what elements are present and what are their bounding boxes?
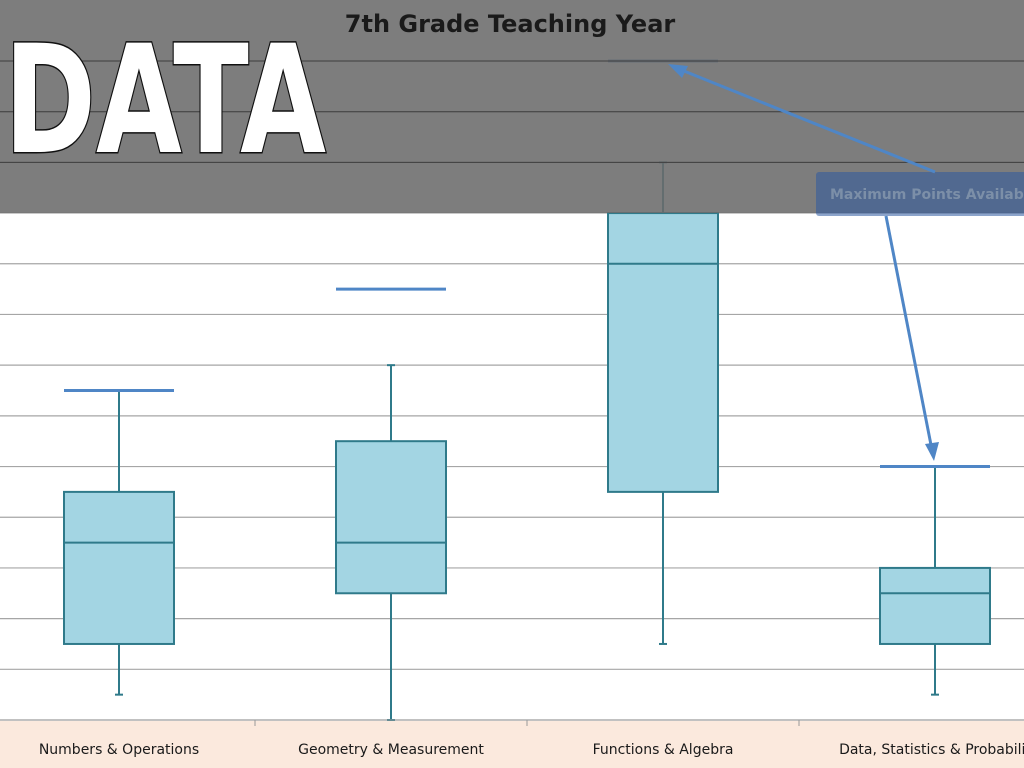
box-plot-1 <box>63 389 175 696</box>
box-plot-2 <box>335 287 447 721</box>
chart-title: 7th Grade Teaching Year <box>345 10 676 38</box>
category-label: Geometry & Measurement <box>298 742 484 758</box>
callout-arrow-to-data-stats <box>884 215 934 451</box>
category-label: Functions & Algebra <box>593 742 734 758</box>
callout-annotation: Maximum Points Available <box>668 64 1024 461</box>
box <box>879 566 991 645</box>
box-plot-4 <box>879 465 991 696</box>
overlay-grid-lines <box>0 60 1024 163</box>
box <box>335 440 447 595</box>
callout-box <box>816 172 1024 216</box>
box-plot-marks <box>63 59 991 721</box>
slide-big-title: DATA <box>4 14 326 188</box>
x-axis-band <box>0 721 1024 768</box>
category-label: Numbers & Operations <box>39 742 199 758</box>
callout-arrowhead-top <box>668 64 688 78</box>
callout-label: Maximum Points Available <box>830 187 1024 203</box>
box <box>607 212 719 493</box>
box-plot-3 <box>607 59 719 645</box>
category-label: Data, Statistics & Probabilit <box>839 742 1024 758</box>
callout-arrowhead-bottom <box>925 442 939 461</box>
callout-arrow-to-functions <box>673 65 936 174</box>
box <box>63 490 175 645</box>
x-axis: Numbers & Operations Geometry & Measureme… <box>0 719 1024 758</box>
